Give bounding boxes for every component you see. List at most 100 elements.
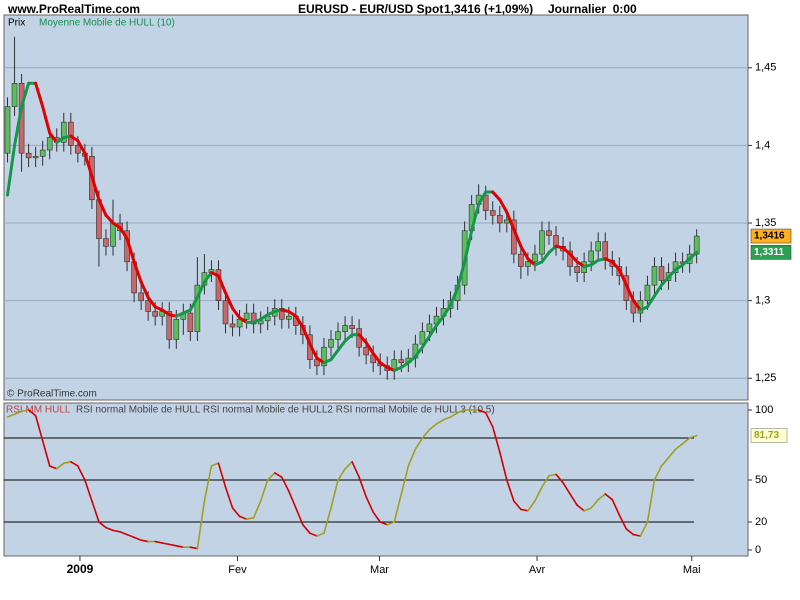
candle-body [588, 250, 594, 263]
indicator-line [6, 413, 16, 418]
y-tick-label: 1,35 [755, 217, 776, 229]
indicator-line [639, 521, 649, 537]
indicator-line [330, 479, 339, 509]
indicator-line [118, 226, 129, 241]
candle-body [222, 300, 229, 325]
price-label: Prix [8, 18, 25, 29]
indicator-line [379, 521, 389, 526]
price-tag: 1,3416 [750, 228, 792, 244]
indicator-line [449, 286, 460, 307]
candle-body [278, 308, 285, 320]
indicator-line [154, 540, 164, 544]
indicator-line [527, 500, 536, 512]
indicator-line [105, 526, 114, 532]
indicator-line [196, 500, 206, 550]
y-tick-label: 0 [755, 544, 761, 556]
candle-body [398, 359, 405, 364]
indicator-line [224, 486, 234, 509]
indicator-line [547, 244, 558, 255]
indicator-line [520, 508, 529, 512]
indicator-line [491, 190, 502, 202]
candle-body [166, 311, 173, 340]
candle-body [503, 219, 510, 224]
indicator-line [513, 500, 522, 511]
indicator-line [273, 472, 283, 478]
candle-body [229, 323, 236, 328]
candle-body [328, 339, 334, 348]
indicator-line [420, 334, 431, 349]
indicator-line [653, 465, 663, 481]
indicator-line [400, 465, 410, 495]
indicator-line [309, 532, 318, 537]
indicator-line [266, 472, 276, 481]
indicator-line [217, 462, 227, 488]
indicator-line [624, 283, 635, 303]
indicator-line [323, 507, 332, 534]
indicator-line [13, 410, 23, 415]
indicator-line [470, 202, 481, 233]
candle-body [11, 83, 18, 107]
indicator-line [188, 296, 199, 312]
indicator-line [76, 139, 87, 155]
indicator-line [126, 533, 135, 539]
indicator-line [688, 434, 698, 439]
indicator-line [245, 516, 255, 520]
indicator-line [344, 460, 353, 470]
indicator-line [62, 460, 72, 464]
indicator-line [449, 411, 459, 418]
indicator-line [477, 409, 487, 414]
indicator-line [20, 81, 31, 109]
indicator-line [611, 498, 621, 516]
indicator-line [316, 532, 325, 537]
indicator-line [667, 268, 678, 279]
y-tick-label: 1,45 [755, 62, 776, 74]
indicator-line [442, 303, 453, 318]
indicator-line [41, 439, 51, 467]
x-tick-label: Fev [228, 564, 247, 576]
rsi-legend: RSI normal Mobile de HULL RSI normal Mob… [76, 405, 495, 416]
indicator-line [55, 462, 65, 470]
indicator-line [280, 476, 290, 492]
indicator-line [195, 280, 206, 300]
indicator-line [259, 479, 269, 502]
indicator-line [631, 299, 642, 312]
y-tick-label: 20 [755, 516, 767, 528]
candle-body [68, 121, 74, 146]
candle-body [496, 214, 503, 224]
indicator-line [456, 260, 467, 290]
indicator-line [357, 333, 368, 345]
indicator-line [97, 198, 108, 217]
price-tag-box [750, 245, 792, 260]
indicator-line [125, 237, 136, 264]
indicator-line [583, 507, 592, 512]
indicator-line [34, 81, 45, 109]
candle-body [532, 253, 538, 263]
indicator-line [541, 474, 550, 488]
indicator-line [48, 465, 58, 470]
candle-body [518, 253, 524, 267]
indicator-line [597, 493, 607, 501]
candle-body [426, 323, 433, 332]
indicator-line [295, 507, 304, 526]
indicator-line [13, 105, 24, 147]
candle-body [250, 312, 257, 325]
indicator-line [632, 533, 642, 537]
indicator-line [428, 423, 438, 431]
indicator-line [498, 198, 509, 214]
indicator-line [610, 260, 621, 272]
indicator-line [337, 467, 346, 481]
indicator-line [48, 131, 59, 144]
indicator-line [421, 428, 431, 439]
price-panel [3, 14, 749, 401]
indicator-line [358, 476, 367, 498]
indicator-line [98, 521, 107, 529]
x-tick-label: 2009 [67, 562, 94, 576]
x-tick-label: Mar [370, 564, 389, 576]
indicator-line [365, 495, 374, 513]
indicator-line [512, 227, 523, 248]
price-tag-label: 1,3416 [754, 231, 785, 242]
indicator-line [681, 257, 692, 267]
candle-body [60, 121, 67, 143]
candle-body [103, 238, 109, 247]
indicator-line [301, 325, 312, 346]
